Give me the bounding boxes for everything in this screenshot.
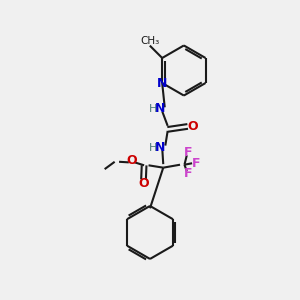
Text: O: O xyxy=(138,177,149,190)
Text: F: F xyxy=(191,157,200,170)
Text: F: F xyxy=(184,146,192,159)
Text: N: N xyxy=(157,76,167,89)
Text: H: H xyxy=(149,104,158,114)
Text: O: O xyxy=(188,120,198,133)
Text: N: N xyxy=(155,102,166,115)
Text: CH₃: CH₃ xyxy=(140,36,159,46)
Text: N: N xyxy=(155,141,166,154)
Text: F: F xyxy=(184,167,192,180)
Text: O: O xyxy=(126,154,137,167)
Text: H: H xyxy=(149,142,158,153)
